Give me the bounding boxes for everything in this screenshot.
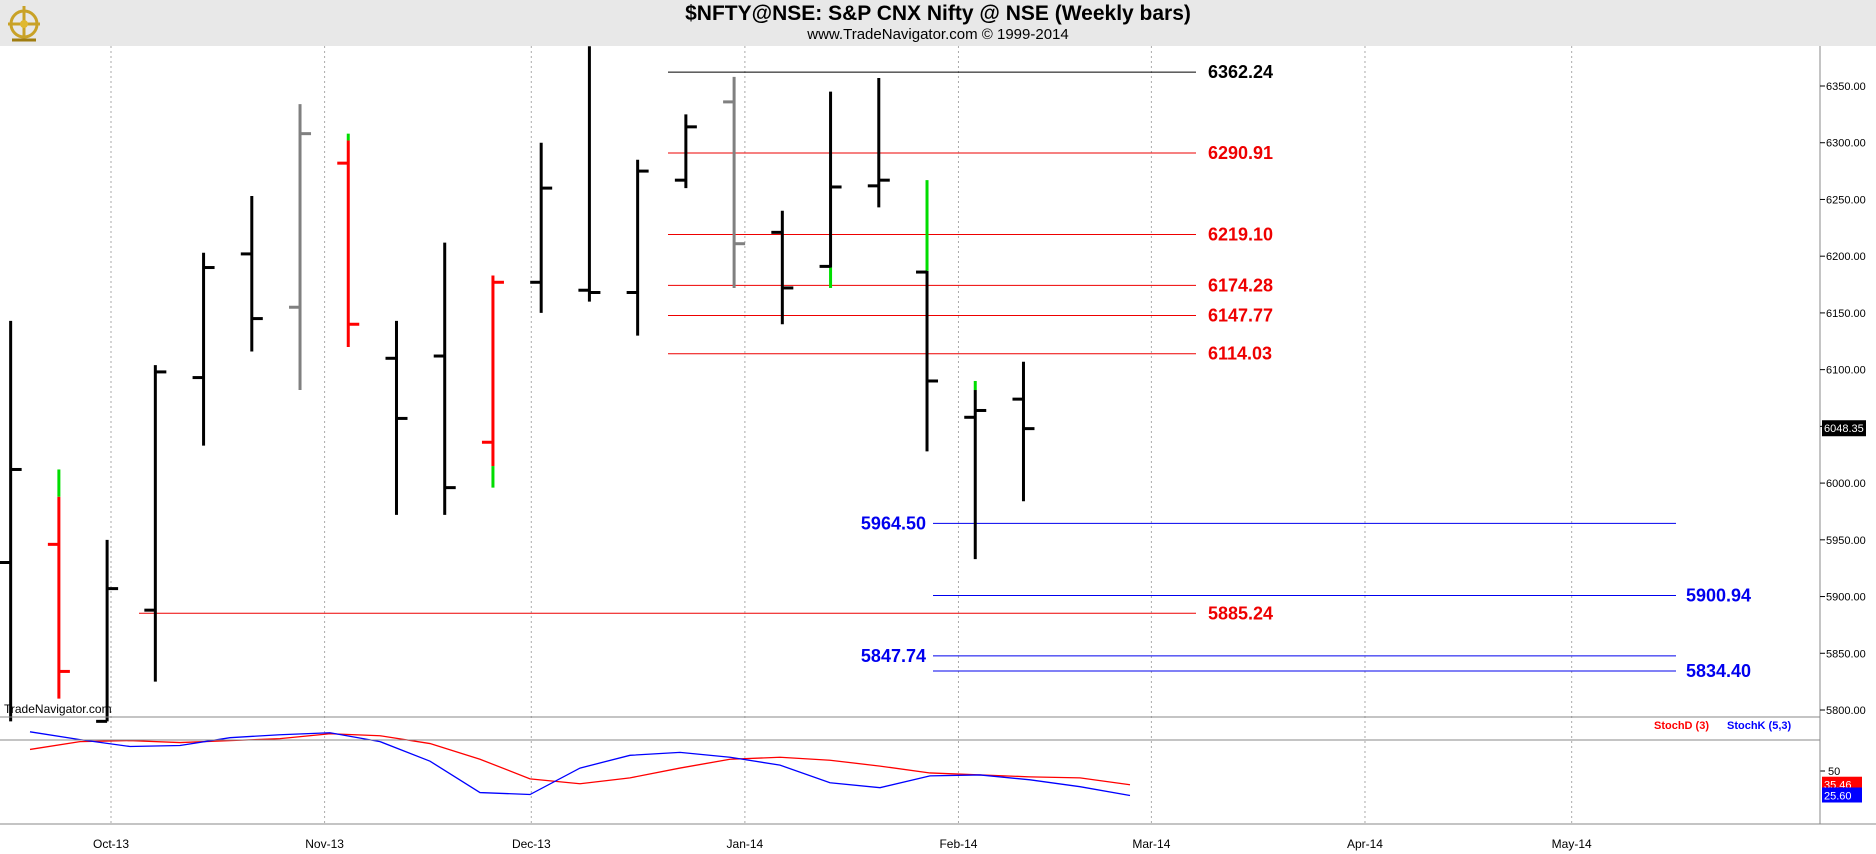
ohlc-bar: [385, 320, 408, 515]
level-label: 6362.24: [1208, 62, 1273, 82]
level-label: 5834.40: [1686, 661, 1751, 681]
ohlc-bar: [481, 275, 504, 488]
chart-title: $NFTY@NSE: S&P CNX Nifty @ NSE (Weekly b…: [685, 2, 1191, 25]
trade-navigator-logo-icon: [4, 2, 44, 42]
last-price-label: 6048.35: [1824, 423, 1864, 435]
x-tick-label: Jan-14: [727, 837, 764, 851]
ohlc-bar: [674, 114, 697, 189]
ohlc-bar: [433, 242, 456, 515]
y-tick-label: 5850.00: [1826, 648, 1866, 660]
stoch-last-label: 25.60: [1824, 791, 1852, 803]
x-tick-label: Oct-13: [93, 837, 129, 851]
ohlc-bar: [723, 76, 746, 288]
level-label: 5900.94: [1686, 585, 1751, 605]
level-label: 5847.74: [861, 646, 926, 666]
x-tick-label: Feb-14: [939, 837, 977, 851]
watermark-text: TradeNavigator.com: [4, 702, 112, 716]
stoch-tick-label: 50: [1828, 766, 1840, 778]
ohlc-bar: [771, 210, 794, 325]
ohlc-bar: [144, 365, 167, 682]
y-tick-label: 6250.00: [1826, 194, 1866, 206]
ohlc-bars: [0, 46, 1035, 723]
ohlc-bar: [1012, 361, 1035, 502]
level-label: 6114.03: [1208, 344, 1272, 364]
last-price-marker: [1822, 420, 1866, 437]
y-tick-label: 6200.00: [1826, 251, 1866, 263]
y-tick-label: 5950.00: [1826, 535, 1866, 547]
ohlc-bar: [578, 46, 601, 302]
y-tick-label: 6000.00: [1826, 478, 1866, 490]
ohlc-bar: [0, 320, 22, 722]
y-tick-label: 6300.00: [1826, 138, 1866, 150]
x-tick-label: Mar-14: [1132, 837, 1170, 851]
axes: Oct-13 Nov-13 Dec-13 Jan-14 Feb-14 Mar-14 Apr-…: [0, 46, 1876, 851]
y-tick-label: 6100.00: [1826, 365, 1866, 377]
x-tick-label: Apr-14: [1347, 837, 1383, 851]
stoch-d-line: [29, 733, 1131, 786]
ohlc-bar: [626, 159, 649, 336]
level-lines: 6362.24 6290.91 6219.10 6174.28 6147.77 6114.…: [139, 62, 1751, 681]
ohlc-bar: [337, 133, 360, 347]
chart-subtitle: www.TradeNavigator.com © 1999-2014: [807, 26, 1069, 43]
ohlc-bar: [240, 196, 263, 352]
level-label: 5964.50: [861, 513, 926, 533]
x-tick-label: May-14: [1552, 837, 1592, 851]
y-tick-label: 6350.00: [1826, 81, 1866, 93]
ohlc-bar: [530, 142, 553, 313]
ohlc-bar: [47, 469, 70, 699]
stoch-last-marker: [1822, 787, 1862, 803]
y-tick-label: 5800.00: [1826, 705, 1866, 717]
ohlc-bar: [289, 104, 312, 391]
level-label: 6219.10: [1208, 225, 1273, 245]
ohlc-bar: [192, 252, 215, 446]
y-tick-label: 6150.00: [1826, 308, 1866, 320]
ohlc-bar: [819, 91, 842, 288]
ohlc-bar: [867, 78, 890, 208]
legend-stoch-k: StochK (5,3): [1727, 720, 1792, 732]
grid-lines: [110, 46, 1573, 824]
level-label: 6147.77: [1208, 305, 1273, 325]
ohlc-bar: [964, 380, 987, 560]
level-label: 5885.24: [1208, 603, 1273, 623]
x-tick-label: Nov-13: [305, 837, 344, 851]
y-tick-label: 5900.00: [1826, 592, 1866, 604]
level-label: 6290.91: [1208, 143, 1273, 163]
chart-header: $NFTY@NSE: S&P CNX Nifty @ NSE (Weekly b…: [0, 0, 1876, 46]
level-label: 6174.28: [1208, 275, 1273, 295]
ohlc-bar: [916, 180, 939, 452]
ohlc-bar: [96, 539, 119, 723]
x-tick-label: Dec-13: [512, 837, 551, 851]
legend-stoch-d: StochD (3): [1654, 720, 1709, 732]
